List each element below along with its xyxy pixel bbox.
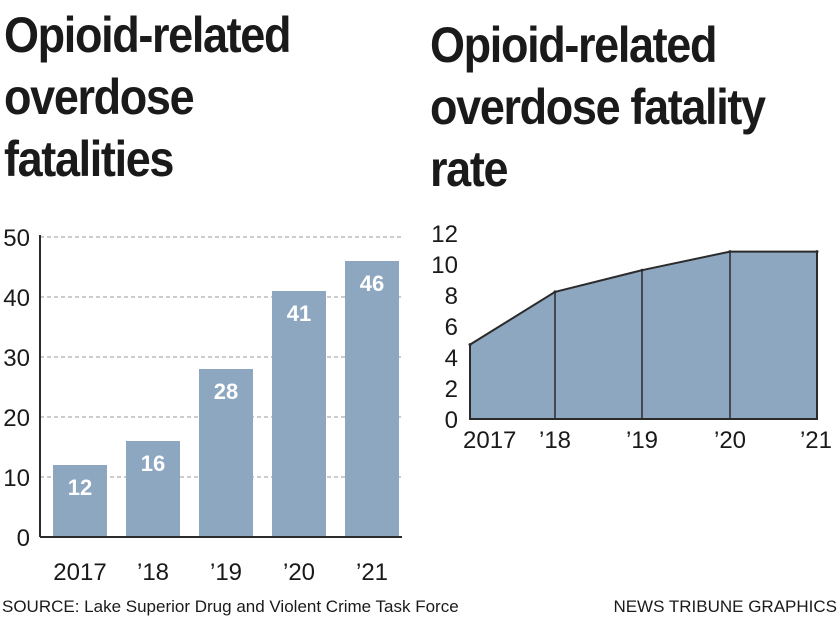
bar-x-tick-label: ’21: [356, 559, 388, 586]
bar-x-tick-label: 2017: [53, 559, 106, 586]
area-x-tick-label: ’19: [626, 427, 658, 454]
bar-y-tick-label: 50: [3, 225, 30, 252]
bar-data-label: 41: [287, 301, 311, 326]
bar-data-label: 12: [68, 475, 92, 500]
bar: [272, 291, 326, 537]
bar-data-label: 46: [360, 271, 384, 296]
graphics-credit: NEWS TRIBUNE GRAPHICS: [613, 597, 837, 616]
source-note: SOURCE: Lake Superior Drug and Violent C…: [2, 597, 459, 616]
area-series: [469, 250, 818, 420]
bar-data-label: 28: [214, 379, 238, 404]
bar: [199, 369, 253, 537]
area-point: [815, 250, 819, 254]
bar: [345, 261, 399, 537]
bar-y-tick-label: 20: [3, 405, 30, 432]
bar-y-tick-label: 0: [17, 525, 30, 552]
bar: [126, 441, 180, 537]
bar-x-tick-label: ’19: [210, 559, 242, 586]
area-x-tick-label: ’18: [539, 427, 571, 454]
area-y-tick-label: 6: [445, 314, 458, 341]
area-chart: 0 2 4 6 8 10 12 2017 ’18 ’19 ’20 ’21: [431, 221, 832, 454]
area-x-tick-label: ’20: [714, 427, 746, 454]
area-x-tick-label: ’21: [800, 427, 832, 454]
area-y-tick-label: 2: [445, 376, 458, 403]
area-point: [728, 250, 732, 254]
bar-data-label: 16: [141, 451, 165, 476]
bar-y-tick-label: 30: [3, 345, 30, 372]
right-chart-title: Opioid-related overdose fatality rate: [430, 17, 766, 197]
area-point: [640, 268, 644, 272]
area-y-tick-label: 4: [445, 345, 458, 372]
bar-y-tick-label: 40: [3, 285, 30, 312]
bar: [53, 465, 107, 537]
area-point: [553, 290, 557, 294]
bar-chart: 0 10 20 30 40 50 12 2017 16 ’18 28 ’19 41 ’20 46 ’21: [3, 225, 402, 586]
left-chart-title: Opioid-related overdose fatalities: [4, 7, 291, 187]
bar-x-tick-label: ’18: [137, 559, 169, 586]
area-y-tick-label: 12: [431, 221, 458, 248]
area-y-tick-label: 10: [431, 252, 458, 279]
bar-y-tick-label: 10: [3, 465, 30, 492]
bar-x-tick-label: ’20: [283, 559, 315, 586]
area-x-tick-label: 2017: [463, 427, 516, 454]
area-y-tick-label: 0: [445, 407, 458, 434]
area-y-tick-label: 8: [445, 283, 458, 310]
area-point: [468, 343, 472, 347]
